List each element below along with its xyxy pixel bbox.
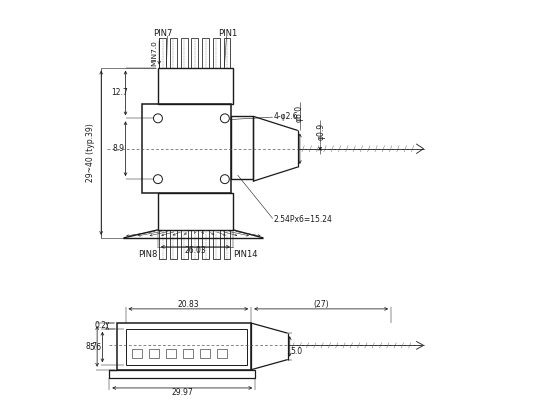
Bar [159, 230, 166, 259]
Bar [159, 39, 166, 68]
Text: MIN7.0: MIN7.0 [152, 40, 158, 66]
Bar [202, 230, 209, 259]
Text: 5.6: 5.6 [90, 342, 102, 351]
Bar [181, 39, 188, 68]
Bar [183, 349, 193, 358]
Bar [142, 104, 231, 193]
Bar [118, 323, 251, 370]
Text: 12.7: 12.7 [111, 88, 128, 97]
Bar [213, 230, 220, 259]
Text: PIN7: PIN7 [154, 29, 173, 38]
Bar [149, 349, 159, 358]
Text: 20.83: 20.83 [178, 300, 199, 309]
Text: PIN14: PIN14 [233, 250, 258, 259]
Text: 29~40 (typ.39): 29~40 (typ.39) [86, 123, 95, 182]
Text: φ0.9: φ0.9 [316, 123, 325, 140]
Bar [200, 349, 210, 358]
Bar [213, 39, 220, 68]
Bar [202, 39, 209, 68]
Bar [125, 329, 247, 365]
Bar [231, 116, 253, 179]
Bar [166, 349, 176, 358]
Bar [181, 230, 188, 259]
Text: (27): (27) [313, 300, 329, 309]
Bar [191, 230, 199, 259]
Bar [109, 370, 255, 378]
Bar [158, 193, 233, 230]
Text: 8.9: 8.9 [113, 144, 125, 153]
Bar [170, 39, 177, 68]
Bar [132, 349, 142, 358]
Text: 5.0: 5.0 [290, 347, 302, 356]
Bar [191, 39, 199, 68]
Bar [224, 230, 230, 259]
Bar [170, 230, 177, 259]
Text: PIN8: PIN8 [138, 250, 158, 259]
Text: 26.03: 26.03 [184, 247, 206, 255]
Text: 2.54Px6=15.24: 2.54Px6=15.24 [274, 215, 333, 224]
Text: 0.2: 0.2 [95, 321, 106, 330]
Text: 8.7: 8.7 [85, 342, 97, 351]
Bar [158, 68, 233, 104]
Text: φ6.0: φ6.0 [294, 105, 304, 122]
Bar [224, 39, 230, 68]
Text: PIN1: PIN1 [218, 29, 237, 38]
Text: 29.97: 29.97 [171, 388, 193, 397]
Bar [217, 349, 227, 358]
Text: 4-φ2.6: 4-φ2.6 [274, 112, 298, 121]
